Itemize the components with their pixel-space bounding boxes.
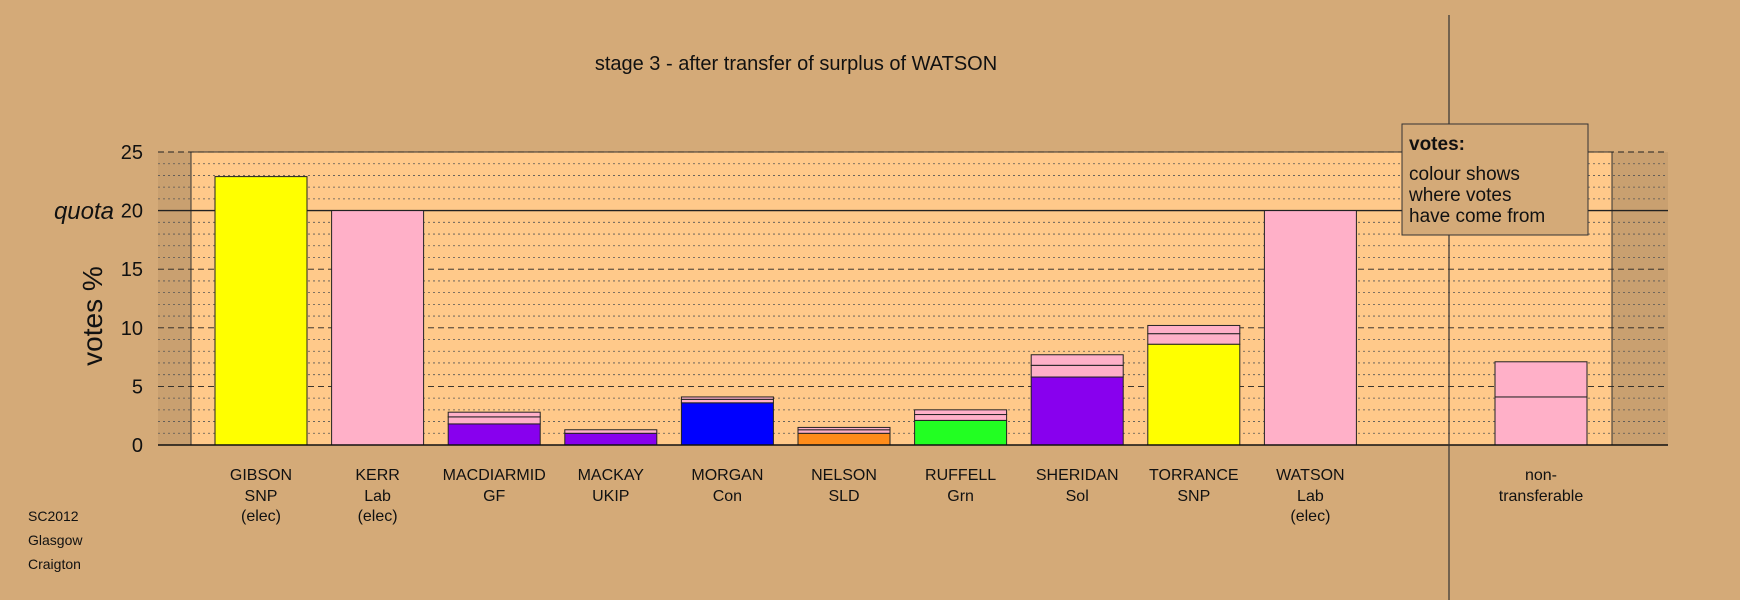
category-name-label: MORGAN [691, 467, 763, 484]
bar-nelson-segment [797, 432, 891, 446]
category-status-label: (elec) [241, 508, 281, 525]
bar-kerr-segment [331, 210, 425, 446]
bar-mackay-segment [564, 432, 658, 446]
nontransferable-label-2: transferable [1499, 488, 1584, 505]
legend: votes: colour shows where votes have com… [1401, 123, 1589, 236]
category-name-label: RUFFELL [925, 467, 996, 484]
y-tick-label: 5 [132, 376, 143, 398]
bar-gibson-segment [214, 176, 308, 446]
plot-side-left [158, 152, 191, 445]
bar-macdiarmid-segment [447, 423, 541, 446]
category-name-label: NELSON [811, 467, 877, 484]
category-party-label: SNP [1177, 488, 1210, 505]
category-status-label: (elec) [358, 508, 398, 525]
category-party-label: Lab [1297, 488, 1324, 505]
category-party-label: Grn [947, 488, 974, 505]
chart-title: stage 3 - after transfer of surplus of W… [595, 53, 997, 75]
category-name-label: TORRANCE [1149, 467, 1239, 484]
bar-nontransferable-segment [1494, 396, 1588, 446]
bar-sheridan-segment [1030, 354, 1124, 366]
footer-line-2: Glasgow [28, 532, 83, 548]
nontransferable-label-1: non- [1525, 467, 1557, 484]
bar-nelson-segment [797, 429, 891, 434]
category-name-label: MACKAY [578, 467, 645, 484]
category-name-label: SHERIDAN [1036, 467, 1119, 484]
category-name-label: WATSON [1276, 467, 1344, 484]
bar-macdiarmid-segment [447, 411, 541, 418]
bar-macdiarmid-segment [447, 416, 541, 425]
bar-sheridan-segment [1030, 364, 1124, 378]
category-party-label: GF [483, 488, 505, 505]
legend-line-1: colour shows [1409, 164, 1520, 185]
bar-torrance-segment [1147, 343, 1241, 446]
bar-mackay-segment [564, 429, 658, 434]
category-party-label: UKIP [592, 488, 629, 505]
bar-watson-segment [1263, 210, 1357, 446]
category-status-label: (elec) [1290, 508, 1330, 525]
bar-nontransferable-segment [1494, 361, 1588, 398]
bar-morgan-segment [680, 396, 774, 400]
bar-torrance-segment [1147, 324, 1241, 335]
category-party-label: SNP [245, 488, 278, 505]
y-tick-label: 15 [121, 259, 143, 281]
y-tick-label: 10 [121, 318, 143, 340]
y-tick-label: 0 [132, 435, 143, 457]
bar-morgan-segment [680, 402, 774, 446]
category-name-label: KERR [355, 467, 399, 484]
plot-area [190, 151, 1613, 446]
footer: SC2012 Glasgow Craigton [28, 508, 83, 572]
bar-nelson-segment [797, 426, 891, 431]
y-tick-label: 25 [121, 142, 143, 164]
bar-sheridan-segment [1030, 376, 1124, 446]
y-tick-label: 20 [121, 201, 143, 223]
category-party-label: Lab [364, 488, 391, 505]
legend-heading: votes: [1409, 134, 1465, 155]
legend-line-2: where votes [1408, 185, 1511, 206]
y-axis-label: votes % [77, 266, 108, 366]
category-name-label: GIBSON [230, 467, 292, 484]
bar-torrance-segment [1147, 333, 1241, 345]
category-party-label: Sol [1066, 488, 1089, 505]
category-party-label: SLD [828, 488, 859, 505]
footer-line-1: SC2012 [28, 508, 79, 524]
quota-label: quota [54, 198, 114, 225]
category-party-label: Con [713, 488, 742, 505]
legend-line-3: have come from [1409, 206, 1545, 227]
bar-ruffell-segment [914, 414, 1008, 421]
legend-box [1401, 123, 1589, 236]
bar-ruffell-segment [914, 409, 1008, 416]
bar-morgan-segment [680, 398, 774, 404]
category-name-label: MACDIARMID [443, 467, 546, 484]
plot-side-right [1612, 152, 1668, 445]
bar-ruffell-segment [914, 419, 1008, 446]
footer-line-3: Craigton [28, 556, 81, 572]
